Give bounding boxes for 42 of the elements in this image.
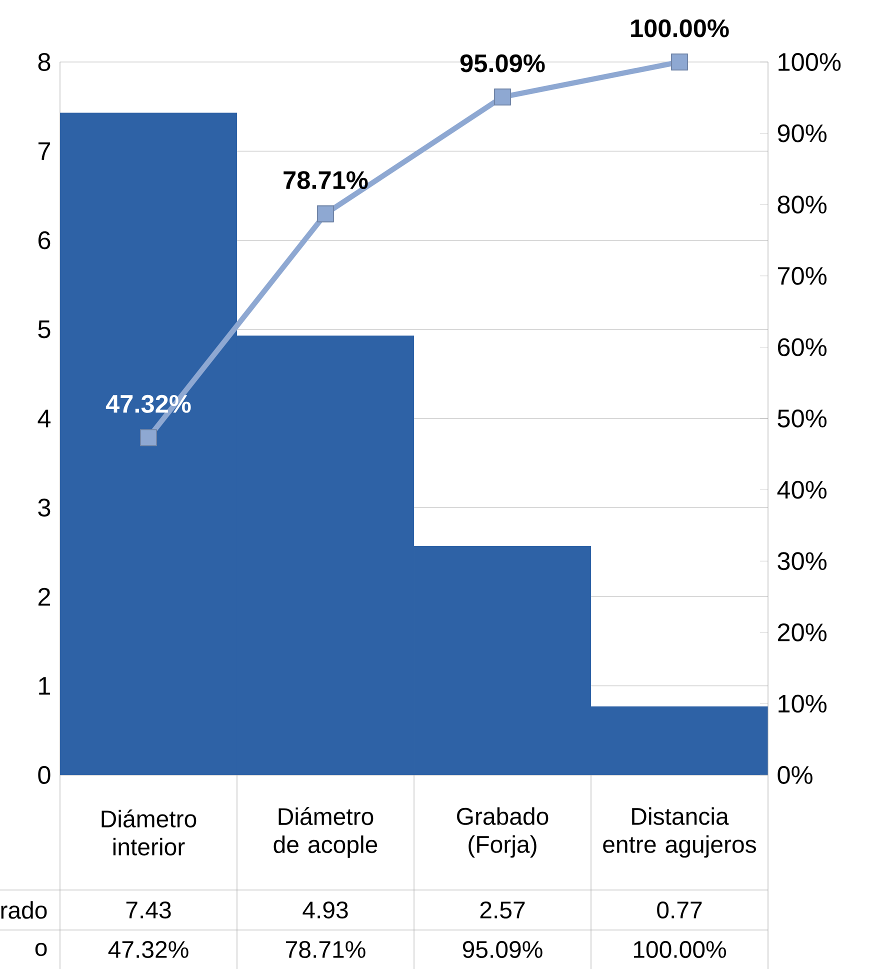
y2-tick-label: 90% (778, 124, 827, 142)
data-label: 0.77 (657, 901, 702, 918)
y2-tick-label: 60% (778, 338, 827, 356)
y-tick-label: 1 (39, 677, 50, 695)
data-label: 47.32% (108, 940, 188, 958)
point (670, 53, 688, 71)
y2-tick-label: 80% (778, 196, 827, 214)
data-label: 7.43 (126, 901, 171, 918)
text: 100.00% (631, 19, 729, 38)
point (140, 429, 158, 446)
x-tick-label: Grabado (Forja) (457, 807, 548, 858)
y-tick-label: 7 (38, 142, 50, 160)
y-tick-label: 8 (38, 53, 50, 71)
y2-tick-label: 100% (778, 53, 841, 71)
y-tick-label: 2 (38, 588, 50, 606)
y2-tick-label: 50% (778, 410, 827, 428)
data-label: 4.93 (302, 901, 348, 918)
y2-tick-label: 10% (778, 694, 827, 713)
y-tick-label: 4 (38, 410, 51, 428)
text: o (35, 942, 47, 956)
data-label: 95.09% (462, 940, 542, 958)
x-tick-label: Distancia entre agujeros (603, 807, 756, 858)
y2-tick-label: 30% (778, 552, 827, 570)
data-label: 100.00% (634, 940, 726, 958)
point (494, 88, 512, 106)
y-tick-label: 0 (38, 766, 50, 784)
text: 78.71% (284, 171, 368, 190)
y2-tick-label: 20% (778, 623, 827, 642)
y-tick-label: 3 (38, 498, 50, 517)
text: rado (1, 901, 47, 919)
data-label: 78.71% (286, 940, 366, 958)
y2-tick-label: 0% (778, 766, 812, 784)
data-label: 2.57 (480, 901, 525, 918)
y2-tick-label: 40% (777, 480, 827, 499)
y2-tick-label: 70% (778, 266, 827, 285)
y-tick-label: 6 (38, 231, 50, 250)
text: 95.09% (460, 54, 545, 72)
x-tick-label: Diámetro de acople (274, 807, 378, 858)
point (316, 205, 334, 222)
x-tick-label: Diámetro interior (102, 810, 196, 856)
text: 47.32% (106, 394, 191, 413)
y-tick-label: 5 (38, 320, 50, 338)
